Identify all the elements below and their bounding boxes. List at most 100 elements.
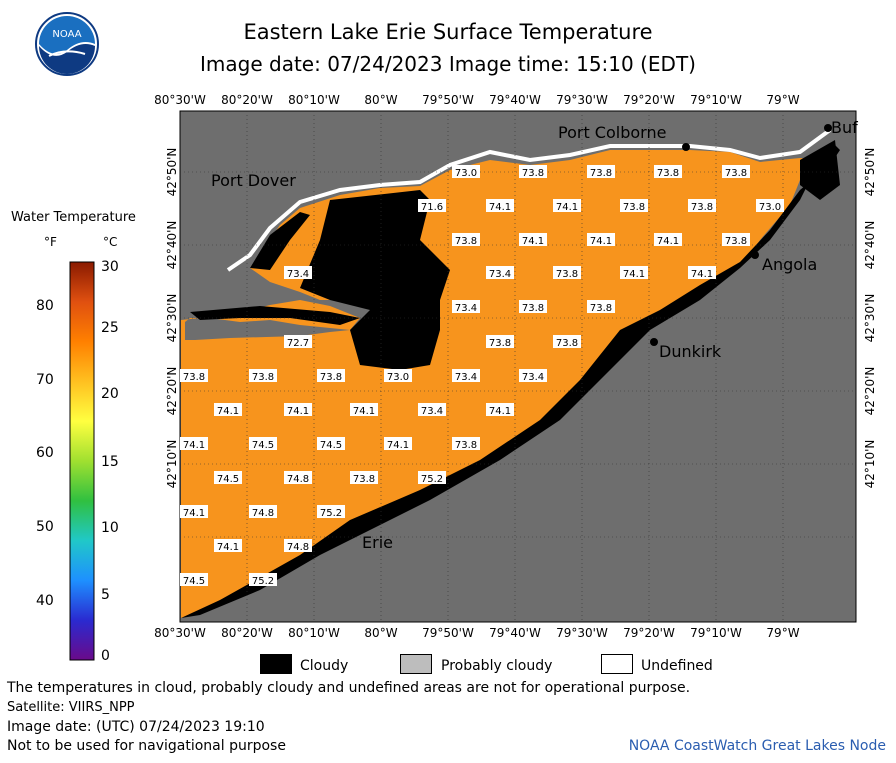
temp-value: 73.8	[183, 372, 205, 383]
legend-title: Water Temperature	[11, 210, 136, 225]
cloudy-peninsula	[190, 306, 360, 325]
temp-label: 73.8	[317, 369, 345, 383]
temp-label: 73.8	[452, 233, 480, 247]
temp-label: 74.5	[317, 437, 345, 451]
temp-value: 74.8	[252, 508, 274, 519]
lat-tick-left: 42°50'N	[165, 148, 179, 197]
temp-value: 73.8	[725, 168, 747, 179]
temp-value: 74.5	[183, 576, 205, 587]
temp-label: 74.1	[214, 539, 242, 553]
lon-tick-bottom: 80°10'W	[288, 626, 340, 640]
satellite-text: Satellite: VIIRS_NPP	[7, 700, 135, 715]
temp-label: 74.1	[214, 403, 242, 417]
temp-label: 75.2	[249, 573, 277, 587]
temp-label: 74.8	[284, 471, 312, 485]
temp-value: 74.1	[287, 406, 309, 417]
temp-label: 73.4	[486, 266, 514, 280]
temp-label: 73.8	[654, 165, 682, 179]
temp-label: 75.2	[317, 505, 345, 519]
temp-label: 73.4	[452, 369, 480, 383]
lon-tick-bottom: 79°30'W	[556, 626, 608, 640]
temp-value: 73.8	[556, 338, 578, 349]
probably-cloudy-label: Probably cloudy	[441, 658, 553, 674]
c-tick-30: 30	[101, 259, 119, 275]
lon-tick-top: 79°30'W	[556, 93, 608, 107]
lat-tick-left: 42°10'N	[165, 440, 179, 489]
cloudy-label: Cloudy	[300, 658, 349, 674]
temp-label: 74.5	[180, 573, 208, 587]
lon-tick-top: 79°10'W	[690, 93, 742, 107]
temp-label: 73.8	[722, 233, 750, 247]
disclaimer-text: The temperatures in cloud, probably clou…	[7, 680, 691, 696]
temp-label: 74.1	[486, 199, 514, 213]
temp-value: 73.8	[455, 440, 477, 451]
c-tick-0: 0	[101, 648, 110, 664]
temperature-color-bar	[69, 261, 95, 661]
temp-value: 73.8	[590, 168, 612, 179]
temp-label: 74.8	[249, 505, 277, 519]
temp-label: 73.8	[350, 471, 378, 485]
temp-value: 72.7	[287, 338, 309, 349]
temp-value: 73.8	[556, 269, 578, 280]
unit-fahrenheit: °F	[44, 235, 57, 249]
temp-label: 74.5	[214, 471, 242, 485]
temp-value: 73.8	[590, 303, 612, 314]
temp-value: 73.8	[522, 168, 544, 179]
lon-tick-bottom: 79°10'W	[690, 626, 742, 640]
lon-tick-top: 80°20'W	[221, 93, 273, 107]
latitude-ticks-left: 42°50'N 42°40'N 42°30'N 42°20'N 42°10'N	[165, 148, 179, 489]
temp-value: 73.4	[455, 303, 477, 314]
temp-label: 73.8	[486, 335, 514, 349]
buffalo-marker	[824, 124, 832, 132]
temp-value: 74.5	[252, 440, 274, 451]
lon-tick-top: 79°40'W	[489, 93, 541, 107]
lon-tick-bottom: 79°20'W	[623, 626, 675, 640]
lon-tick-bottom: 79°W	[766, 626, 799, 640]
nav-warning-text: Not to be used for navigational purpose	[7, 738, 286, 754]
cloudy-north-shore	[250, 212, 310, 270]
temp-value: 73.8	[522, 303, 544, 314]
c-tick-25: 25	[101, 320, 119, 336]
temp-value: 74.8	[287, 474, 309, 485]
lon-tick-top: 80°W	[364, 93, 397, 107]
f-tick-80: 80	[36, 298, 54, 314]
temp-value: 73.8	[657, 168, 679, 179]
label-dunkirk: Dunkirk	[659, 342, 722, 361]
lon-tick-bottom: 79°50'W	[422, 626, 474, 640]
lon-tick-top: 79°W	[766, 93, 799, 107]
temp-label: 73.8	[249, 369, 277, 383]
label-port-colborne: Port Colborne	[558, 123, 666, 142]
map-grid	[180, 111, 856, 622]
unit-celsius: °C	[103, 235, 118, 249]
temp-value: 73.4	[522, 372, 544, 383]
f-tick-50: 50	[36, 519, 54, 535]
f-tick-60: 60	[36, 445, 54, 461]
page-title: Eastern Lake Erie Surface Temperature	[243, 20, 653, 44]
lat-tick-left: 42°40'N	[165, 221, 179, 270]
temp-value: 74.1	[522, 236, 544, 247]
temp-value: 73.8	[623, 202, 645, 213]
lat-tick-right: 42°50'N	[863, 148, 877, 197]
temp-value: 74.5	[320, 440, 342, 451]
noaa-logo-icon: NOAA	[35, 12, 99, 76]
c-tick-20: 20	[101, 386, 119, 402]
temp-label: 73.8	[519, 165, 547, 179]
lon-tick-bottom: 79°40'W	[489, 626, 541, 640]
temp-label: 74.1	[688, 266, 716, 280]
temp-value: 73.8	[320, 372, 342, 383]
lon-tick-top: 79°20'W	[623, 93, 675, 107]
cloudy-swatch	[260, 654, 292, 674]
temp-label: 74.5	[249, 437, 277, 451]
temp-value: 74.1	[489, 202, 511, 213]
latitude-ticks-right: 42°50'N 42°40'N 42°30'N 42°20'N 42°10'N	[863, 148, 877, 489]
temp-label: 74.1	[284, 403, 312, 417]
temp-label: 74.1	[384, 437, 412, 451]
undefined-label: Undefined	[641, 658, 713, 674]
temp-value: 73.8	[691, 202, 713, 213]
longitude-ticks-bottom: 80°30'W 80°20'W 80°10'W 80°W 79°50'W 79°40'W 7…	[154, 626, 800, 640]
temp-value: 73.8	[725, 236, 747, 247]
lon-tick-bottom: 80°30'W	[154, 626, 206, 640]
port-colborne-marker	[682, 143, 690, 151]
temp-value: 73.4	[421, 406, 443, 417]
